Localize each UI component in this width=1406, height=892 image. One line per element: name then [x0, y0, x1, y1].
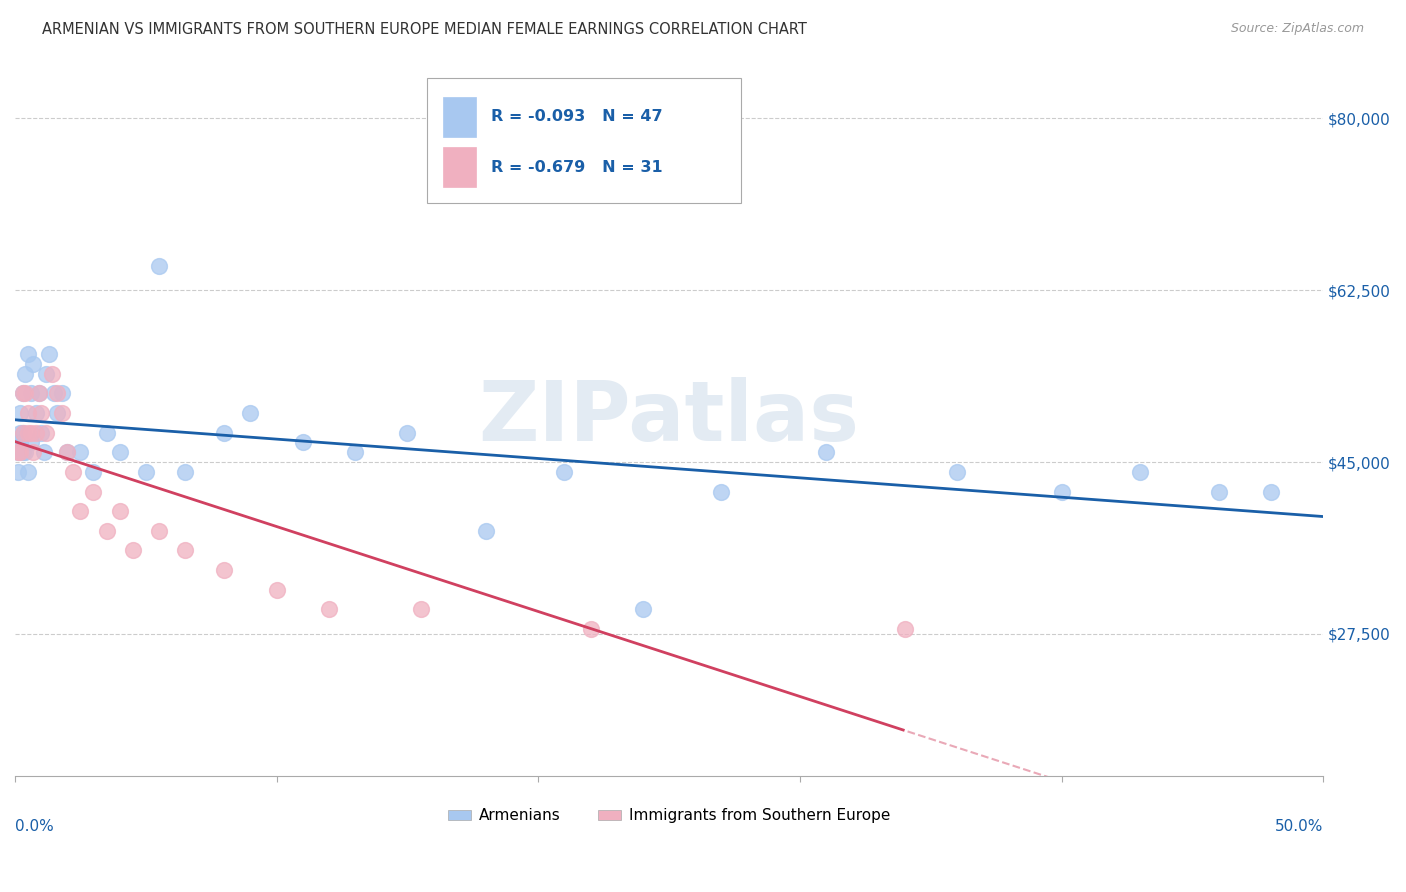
Point	[291, 435, 314, 450]
Point	[396, 425, 419, 440]
Point	[45, 386, 67, 401]
Point	[893, 622, 915, 636]
Point	[45, 406, 67, 420]
Text: R = -0.093   N = 47: R = -0.093 N = 47	[491, 110, 662, 124]
Point	[553, 465, 575, 479]
Point	[51, 386, 73, 401]
Text: ARMENIAN VS IMMIGRANTS FROM SOUTHERN EUROPE MEDIAN FEMALE EARNINGS CORRELATION C: ARMENIAN VS IMMIGRANTS FROM SOUTHERN EUR…	[42, 22, 807, 37]
Point	[96, 524, 118, 538]
Point	[7, 445, 30, 459]
Point	[17, 347, 39, 361]
Point	[946, 465, 969, 479]
Point	[14, 386, 37, 401]
Point	[22, 445, 45, 459]
Point	[32, 445, 55, 459]
Point	[148, 259, 170, 273]
Text: R = -0.679   N = 31: R = -0.679 N = 31	[491, 160, 662, 175]
Point	[815, 445, 838, 459]
Point	[69, 504, 91, 518]
Point	[214, 425, 236, 440]
Point	[8, 435, 31, 450]
Point	[17, 406, 39, 420]
Point	[20, 425, 42, 440]
Point	[7, 465, 30, 479]
Point	[14, 367, 37, 381]
Point	[266, 582, 288, 597]
Point	[631, 602, 654, 616]
Point	[17, 465, 39, 479]
Point	[108, 504, 131, 518]
Point	[11, 445, 34, 459]
Point	[51, 406, 73, 420]
Point	[82, 465, 104, 479]
Point	[14, 445, 37, 459]
Point	[82, 484, 104, 499]
Point	[1260, 484, 1282, 499]
Point	[11, 425, 34, 440]
Point	[30, 406, 52, 420]
Point	[27, 386, 49, 401]
Point	[11, 425, 34, 440]
Text: 0.0%: 0.0%	[15, 819, 53, 834]
Point	[475, 524, 498, 538]
Point	[1208, 484, 1230, 499]
Text: 50.0%: 50.0%	[1275, 819, 1323, 834]
Point	[35, 425, 58, 440]
Point	[38, 347, 60, 361]
Point	[239, 406, 262, 420]
Point	[214, 563, 236, 577]
Point	[56, 445, 79, 459]
Point	[1050, 484, 1073, 499]
Point	[20, 386, 42, 401]
Point	[11, 386, 34, 401]
Point	[148, 524, 170, 538]
Point	[318, 602, 340, 616]
Point	[25, 406, 48, 420]
Point	[11, 386, 34, 401]
Point	[27, 386, 49, 401]
FancyBboxPatch shape	[443, 147, 475, 186]
Point	[135, 465, 157, 479]
Point	[22, 357, 45, 371]
Point	[7, 445, 30, 459]
Point	[108, 445, 131, 459]
Point	[69, 445, 91, 459]
Point	[8, 425, 31, 440]
Point	[25, 425, 48, 440]
Point	[17, 425, 39, 440]
Point	[174, 543, 197, 558]
Point	[174, 465, 197, 479]
Point	[1129, 465, 1152, 479]
Point	[409, 602, 432, 616]
Text: ZIPatlas: ZIPatlas	[478, 377, 859, 458]
Point	[62, 465, 84, 479]
Point	[35, 367, 58, 381]
FancyBboxPatch shape	[443, 97, 475, 136]
Point	[8, 445, 31, 459]
Point	[710, 484, 733, 499]
Point	[30, 425, 52, 440]
Point	[44, 386, 66, 401]
Point	[41, 367, 63, 381]
Point	[20, 435, 42, 450]
Point	[8, 406, 31, 420]
Point	[56, 445, 79, 459]
Legend: Armenians, Immigrants from Southern Europe: Armenians, Immigrants from Southern Euro…	[441, 802, 897, 830]
Point	[579, 622, 602, 636]
FancyBboxPatch shape	[427, 78, 741, 202]
Point	[344, 445, 367, 459]
Point	[96, 425, 118, 440]
Text: Source: ZipAtlas.com: Source: ZipAtlas.com	[1230, 22, 1364, 36]
Point	[121, 543, 143, 558]
